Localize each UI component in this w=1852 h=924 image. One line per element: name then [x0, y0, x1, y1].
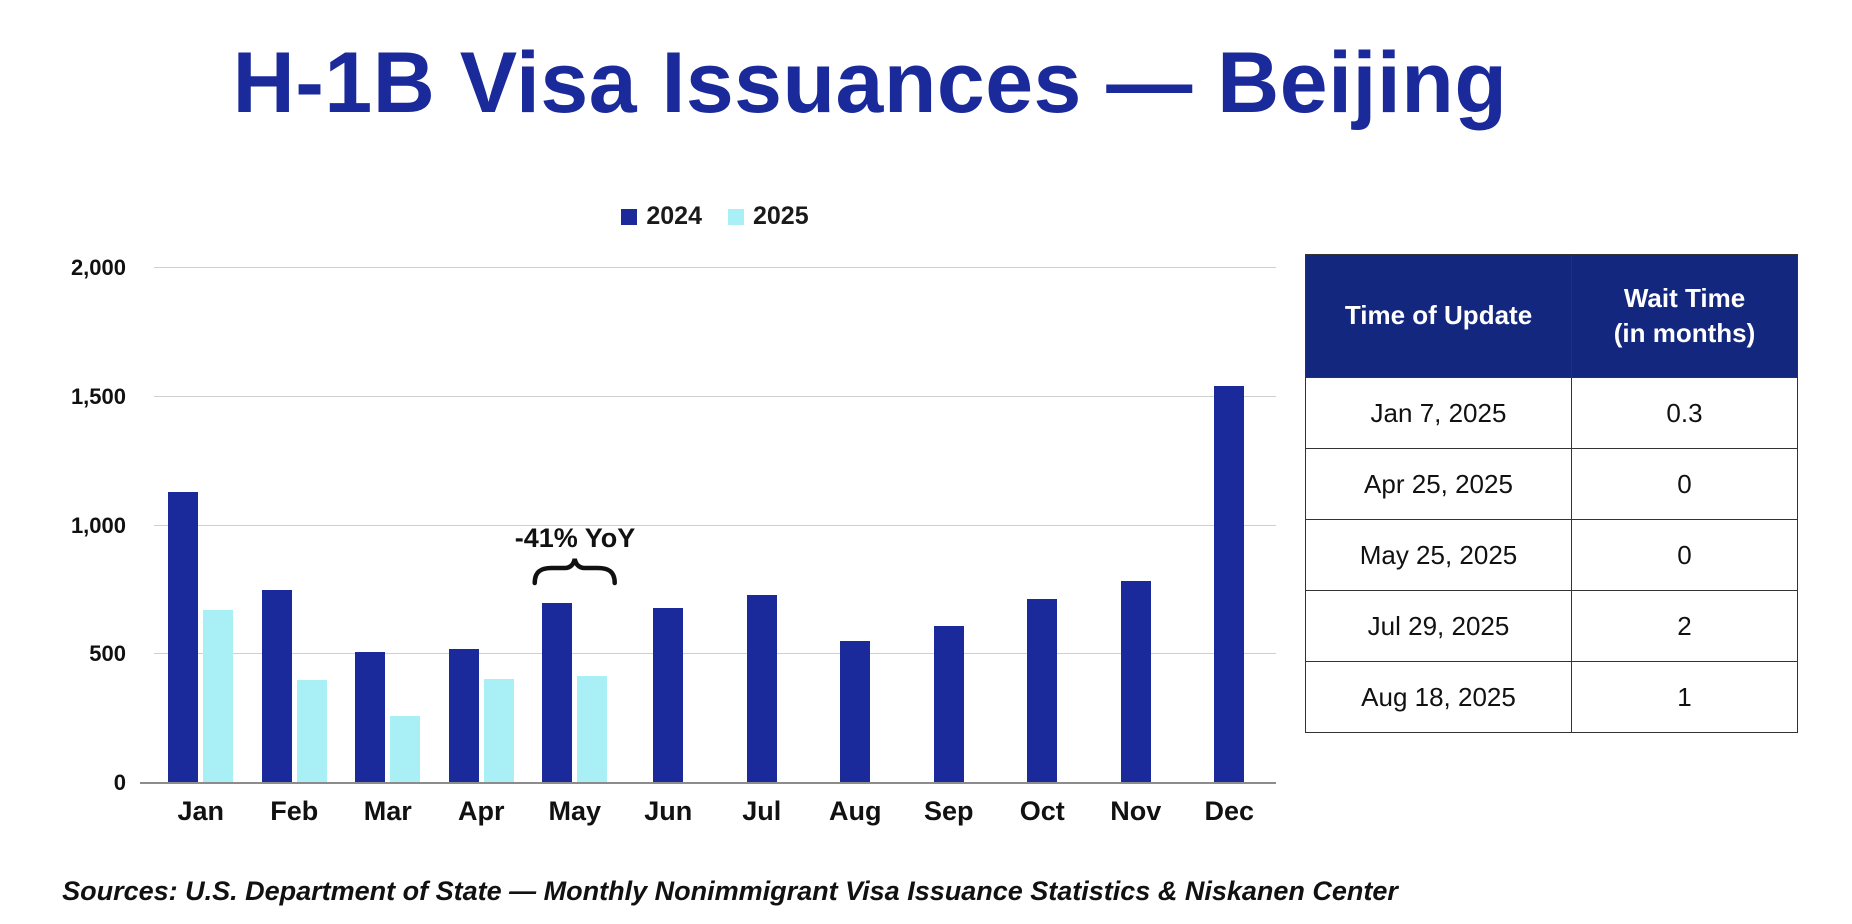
table-cell-wait-time: 0 [1571, 519, 1798, 591]
table-cell-time-of-update: Jul 29, 2025 [1305, 590, 1572, 662]
chart-legend: 2024 2025 [154, 202, 1276, 231]
bar-chart [140, 267, 1276, 784]
x-tick-label-jul: Jul [742, 796, 782, 826]
gridline-1000 [154, 524, 1276, 526]
legend-item-2024: 2024 [621, 202, 702, 231]
wait-time-table: Time of Update Wait Time (in months) Jan… [1305, 254, 1798, 733]
x-tick-label-nov: Nov [1110, 796, 1162, 826]
x-tick-label-oct: Oct [1019, 796, 1065, 826]
bar-2024-aug [840, 641, 871, 783]
legend-label-2025: 2025 [753, 202, 809, 230]
curly-brace-icon [532, 558, 618, 586]
yoy-annotation: -41% YoY [514, 523, 636, 591]
table-row: May 25, 2025 0 [1305, 519, 1798, 591]
bar-2024-nov [1120, 580, 1151, 783]
table-header-row: Time of Update Wait Time (in months) [1305, 254, 1798, 378]
y-tick-label-500: 500 [89, 641, 126, 667]
bar-group-sep [902, 268, 996, 783]
bar-2024-sep [933, 625, 964, 783]
table-cell-wait-time: 1 [1571, 661, 1798, 733]
x-tick-label-jan: Jan [177, 796, 225, 826]
bar-group-may [528, 268, 622, 783]
table-row: Jul 29, 2025 2 [1305, 590, 1798, 662]
bar-2024-jun [653, 607, 684, 783]
x-tick-label-apr: Apr [458, 796, 505, 826]
bar-2024-oct [1027, 598, 1058, 783]
bar-2024-mar [355, 651, 386, 783]
bar-2024-apr [448, 649, 479, 783]
bar-2024-feb [261, 589, 292, 783]
bar-group-jul [715, 268, 809, 783]
bar-group-oct [996, 268, 1090, 783]
y-tick-label-1000: 1,000 [70, 512, 126, 538]
bar-2025-feb [296, 680, 327, 783]
legend-label-2024: 2024 [646, 202, 702, 230]
table-row: Aug 18, 2025 1 [1305, 661, 1798, 733]
bar-group-dec [1183, 268, 1277, 783]
y-tick-label-2000: 2,000 [70, 255, 126, 280]
bar-2024-jan [168, 492, 199, 783]
table-cell-wait-time: 0.3 [1571, 377, 1798, 449]
sources-footer: Sources: U.S. Department of State — Mont… [62, 876, 1398, 906]
bar-2025-may [577, 676, 608, 783]
bar-2024-jul [746, 595, 777, 783]
x-tick-label-sep: Sep [923, 796, 974, 826]
x-tick-label-aug: Aug [829, 796, 882, 826]
table-cell-wait-time: 0 [1571, 448, 1798, 520]
bar-group-aug [809, 268, 903, 783]
bar-2025-apr [483, 678, 514, 783]
bar-2024-dec [1214, 386, 1245, 783]
gridline-500 [154, 653, 1276, 655]
table-cell-wait-time: 2 [1571, 590, 1798, 662]
table-cell-time-of-update: Aug 18, 2025 [1305, 661, 1572, 733]
bar-group-jun [622, 268, 716, 783]
table-header-time-of-update: Time of Update [1305, 254, 1572, 378]
legend-item-2025: 2025 [728, 202, 809, 231]
legend-swatch-2025-icon [728, 208, 744, 225]
x-tick-label-dec: Dec [1204, 796, 1255, 826]
y-axis: 0 500 1,000 1,500 2,000 [0, 255, 132, 795]
bar-group-jan [154, 268, 248, 783]
bar-2025-mar [390, 716, 421, 783]
bar-group-apr [435, 268, 529, 783]
table-row: Apr 25, 2025 0 [1305, 448, 1798, 520]
x-tick-label-feb: Feb [270, 796, 319, 826]
chart-title: H-1B Visa Issuances — Beijing [232, 35, 1508, 131]
bar-2024-may [542, 602, 573, 783]
y-tick-label-1500: 1,500 [70, 383, 126, 409]
table-header-wait-time: Wait Time (in months) [1571, 254, 1798, 378]
gridline-1500 [154, 395, 1276, 397]
x-tick-label-mar: Mar [363, 796, 412, 826]
table-header-wait-time-line1: Wait Time [1623, 282, 1746, 313]
yoy-annotation-text: -41% YoY [514, 523, 636, 553]
x-axis-labels: Jan Feb Mar Apr May Jun Jul Aug Sep Oct Nov Dec [154, 796, 1276, 827]
x-axis-line [140, 782, 1276, 784]
x-tick-label-jun: Jun [644, 796, 693, 826]
bar-2025-jan [203, 610, 234, 783]
table-cell-time-of-update: May 25, 2025 [1305, 519, 1572, 591]
x-tick-label-may: May [548, 796, 602, 826]
y-tick-label-0: 0 [113, 770, 126, 795]
gridline-2000 [154, 267, 1276, 268]
table-cell-time-of-update: Apr 25, 2025 [1305, 448, 1572, 520]
table-row: Jan 7, 2025 0.3 [1305, 377, 1798, 449]
bar-group-nov [1089, 268, 1183, 783]
table-cell-time-of-update: Jan 7, 2025 [1305, 377, 1572, 449]
bar-group-feb [248, 268, 342, 783]
bar-group-mar [341, 268, 435, 783]
table-header-wait-time-line2: (in months) [1613, 318, 1756, 348]
legend-swatch-2024-icon [621, 208, 638, 225]
bars-area [154, 268, 1276, 783]
